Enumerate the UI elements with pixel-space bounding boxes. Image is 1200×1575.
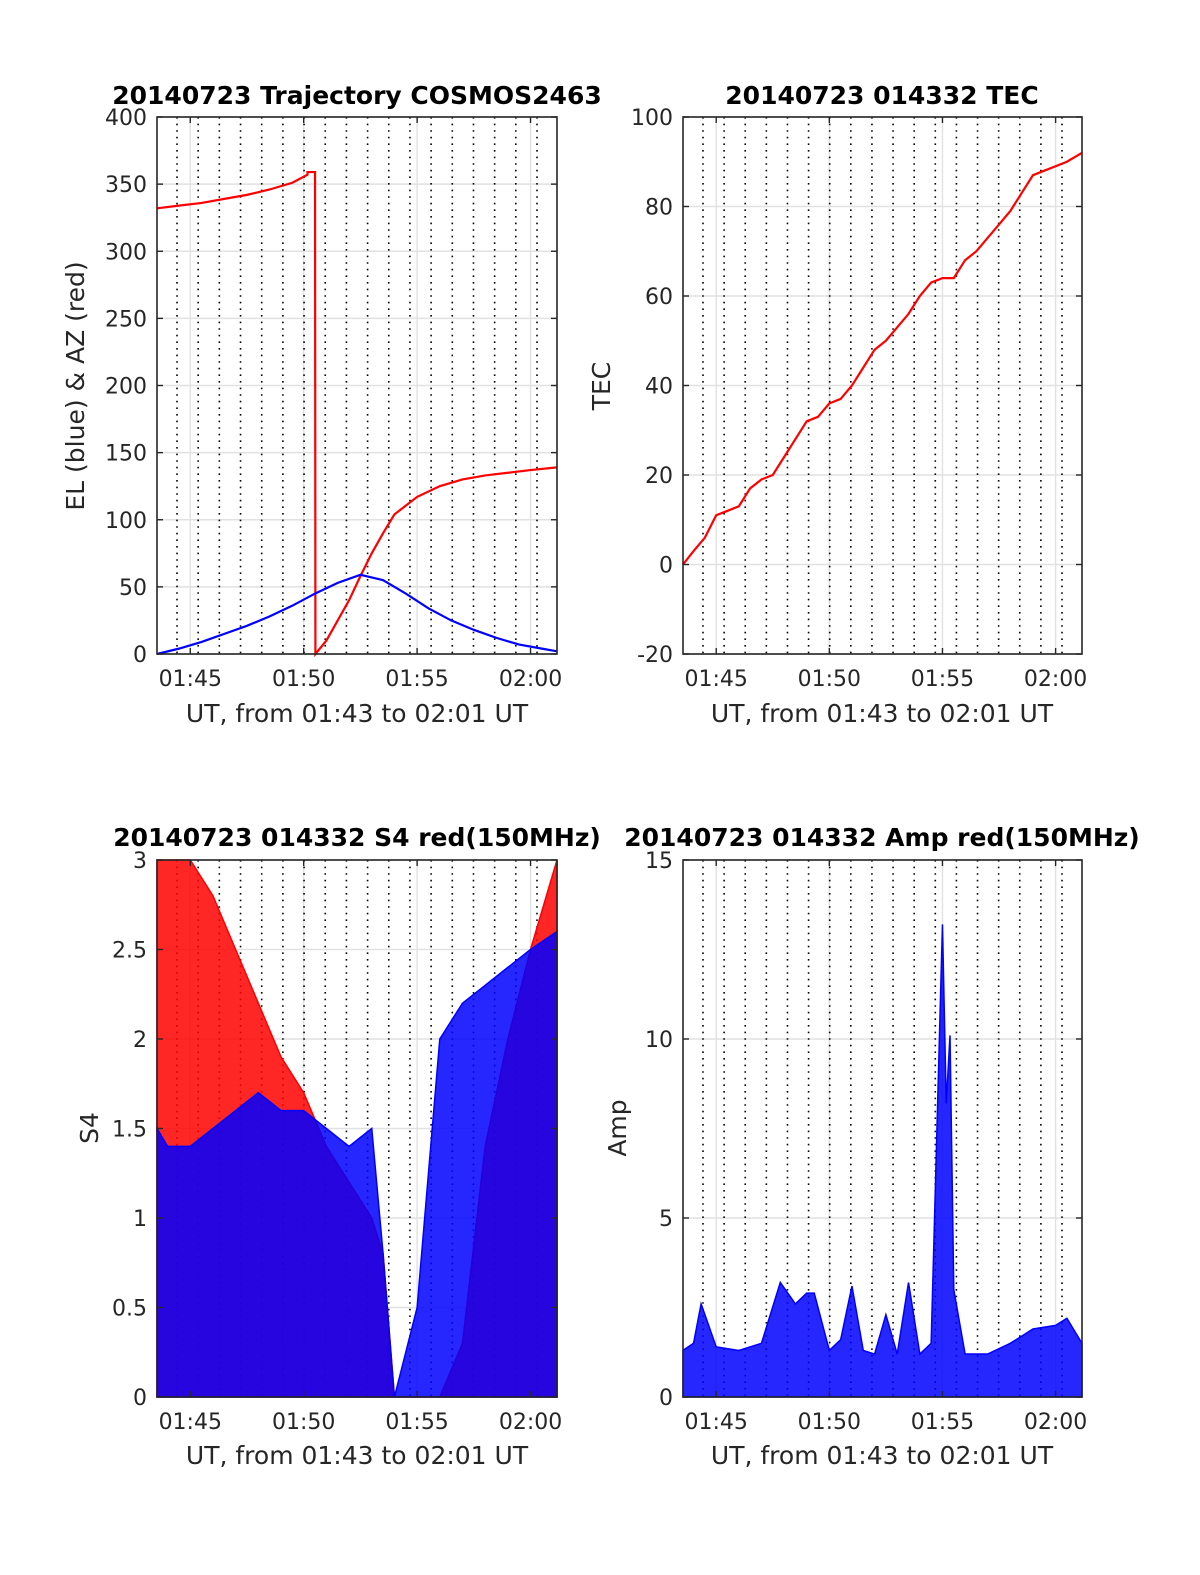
trajectory-y-tick-label: 350 bbox=[105, 173, 147, 198]
trajectory-x-tick-label: 02:00 bbox=[499, 667, 562, 692]
s4-series-1 bbox=[156, 930, 558, 1398]
s4-y-tick-label: 2.5 bbox=[112, 939, 147, 964]
tec-y-tick-label: 100 bbox=[631, 106, 673, 131]
trajectory-x-tick-label: 01:55 bbox=[385, 667, 448, 692]
s4-y-tick-label: 1 bbox=[133, 1207, 147, 1232]
tec-x-tick-label: 01:50 bbox=[798, 667, 861, 692]
trajectory-series-0 bbox=[156, 170, 558, 658]
trajectory-series-1 bbox=[156, 573, 558, 656]
s4-x-tick-label: 01:55 bbox=[385, 1410, 448, 1435]
trajectory-x-tick-label: 01:45 bbox=[159, 667, 222, 692]
s4-y-tick-label: 2 bbox=[133, 1028, 147, 1053]
amp-y-tick-label: 10 bbox=[645, 1028, 673, 1053]
amp-axes-box bbox=[682, 859, 1083, 1398]
tec-series-0 bbox=[682, 151, 1083, 566]
tec-x-tick-label: 02:00 bbox=[1024, 667, 1087, 692]
tec-y-tick-label: 0 bbox=[659, 554, 673, 579]
trajectory-plot: 0 50 100 150 200 250 300 350 400 01:45 01:50 01:55 0… bbox=[105, 106, 562, 692]
s4-x-axis-label: UT, from 01:43 to 02:01 UT bbox=[186, 1441, 529, 1470]
s4-x-tick-label: 02:00 bbox=[499, 1410, 562, 1435]
tec-x-tick-label: 01:55 bbox=[911, 667, 974, 692]
tec-y-tick-label: 80 bbox=[645, 196, 673, 221]
trajectory-y-tick-label: 300 bbox=[105, 240, 147, 265]
amp-x-tick-label: 02:00 bbox=[1024, 1410, 1087, 1435]
trajectory-y-tick-label: 100 bbox=[105, 509, 147, 534]
trajectory-x-tick-label: 01:50 bbox=[272, 667, 335, 692]
trajectory-y-tick-label: 0 bbox=[133, 643, 147, 668]
trajectory-x-axis-label: UT, from 01:43 to 02:01 UT bbox=[186, 699, 529, 728]
trajectory-y-tick-label: 250 bbox=[105, 307, 147, 332]
s4-x-tick-label: 01:50 bbox=[272, 1410, 335, 1435]
tec-plot: -20 0 20 40 60 80 100 01:45 01:50 01:55 02:00 bbox=[631, 106, 1087, 692]
amp-x-tick-label: 01:50 bbox=[798, 1410, 861, 1435]
amp-series-0 bbox=[682, 924, 1083, 1398]
amp-y-tick-label: 5 bbox=[659, 1207, 673, 1232]
trajectory-y-tick-label: 400 bbox=[105, 106, 147, 131]
tec-y-tick-label: -20 bbox=[637, 643, 673, 668]
s4-title: 20140723 014332 S4 red(150MHz) bbox=[113, 823, 601, 852]
trajectory-panel: 0 50 100 150 200 250 300 350 400 01:45 01:50 01:55 0… bbox=[61, 81, 602, 728]
s4-y-tick-label: 1.5 bbox=[112, 1118, 147, 1143]
s4-y-tick-label: 0.5 bbox=[112, 1297, 147, 1322]
s4-x-tick-label: 01:45 bbox=[159, 1410, 222, 1435]
s4-panel: 0 0.5 1 1.5 2 2.5 3 01:45 01:50 01:55 02:00 201407… bbox=[75, 823, 601, 1470]
trajectory-y-tick-label: 50 bbox=[119, 576, 147, 601]
tec-y-axis-label: TEC bbox=[587, 362, 616, 412]
tec-x-axis-label: UT, from 01:43 to 02:01 UT bbox=[711, 699, 1054, 728]
s4-y-tick-label: 0 bbox=[133, 1386, 147, 1411]
amp-x-axis-label: UT, from 01:43 to 02:01 UT bbox=[711, 1441, 1054, 1470]
amp-plot: 0 5 10 15 01:45 01:50 01:55 02:00 bbox=[645, 849, 1087, 1435]
amp-y-tick-label: 15 bbox=[645, 849, 673, 874]
trajectory-y-tick-label: 200 bbox=[105, 375, 147, 400]
s4-y-axis-label: S4 bbox=[75, 1112, 104, 1144]
tec-x-tick-label: 01:45 bbox=[684, 667, 747, 692]
s4-plot: 0 0.5 1 1.5 2 2.5 3 01:45 01:50 01:55 02:00 bbox=[112, 849, 562, 1435]
trajectory-title: 20140723 Trajectory COSMOS2463 bbox=[112, 81, 602, 110]
tec-y-tick-label: 60 bbox=[645, 285, 673, 310]
trajectory-y-axis-label: EL (blue) & AZ (red) bbox=[61, 261, 90, 510]
amp-y-axis-label: Amp bbox=[603, 1099, 632, 1156]
amp-x-tick-label: 01:45 bbox=[684, 1410, 747, 1435]
tec-y-tick-label: 40 bbox=[645, 375, 673, 400]
tec-panel: -20 0 20 40 60 80 100 01:45 01:50 01:55 02:00 2014… bbox=[587, 81, 1087, 728]
tec-y-tick-label: 20 bbox=[645, 464, 673, 489]
trajectory-y-tick-label: 150 bbox=[105, 442, 147, 467]
amp-x-tick-label: 01:55 bbox=[911, 1410, 974, 1435]
amp-title: 20140723 014332 Amp red(150MHz) bbox=[624, 823, 1140, 852]
amp-y-tick-label: 0 bbox=[659, 1386, 673, 1411]
tec-title: 20140723 014332 TEC bbox=[725, 81, 1038, 110]
amp-panel: 0 5 10 15 01:45 01:50 01:55 02:00 20140723 0143… bbox=[603, 823, 1140, 1470]
s4-y-tick-label: 3 bbox=[133, 849, 147, 874]
